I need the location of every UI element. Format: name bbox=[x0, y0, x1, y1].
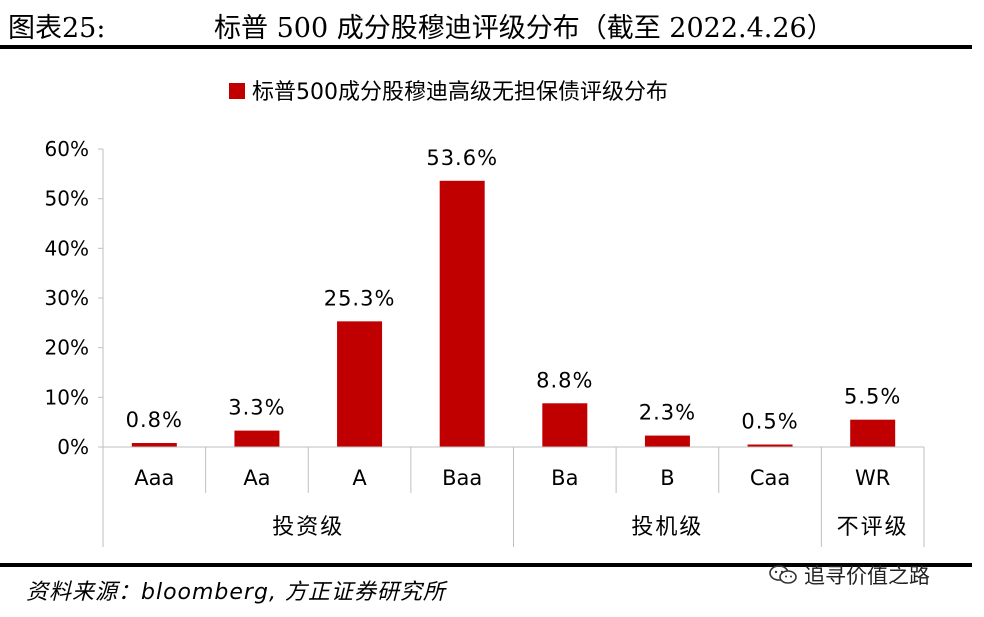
bar bbox=[644, 435, 690, 447]
category-label: Aa bbox=[243, 466, 270, 490]
data-label: 53.6% bbox=[426, 146, 498, 170]
watermark-text: 追寻价值之路 bbox=[804, 564, 930, 588]
data-label: 25.3% bbox=[324, 286, 396, 310]
y-axis: 0% 10% 20% 30% 40% 50% 60% bbox=[45, 137, 104, 459]
data-label: 3.3% bbox=[228, 396, 285, 420]
legend-swatch bbox=[229, 83, 245, 99]
category-label: Baa bbox=[442, 466, 482, 490]
y-tick-label: 60% bbox=[45, 137, 89, 161]
watermark: 追寻价值之路 bbox=[768, 560, 930, 590]
legend: 标普500成分股穆迪高级无担保债评级分布 bbox=[229, 80, 668, 105]
data-label: 0.5% bbox=[741, 410, 798, 434]
figure-title: 标普 500 成分股穆迪评级分布（截至 2022.4.26） bbox=[214, 13, 834, 44]
y-tick-label: 20% bbox=[45, 336, 89, 360]
bar bbox=[542, 403, 588, 447]
data-label: 5.5% bbox=[844, 385, 901, 409]
category-label: B bbox=[660, 466, 674, 490]
group-label: 投机级 bbox=[631, 515, 703, 540]
category-label: Aaa bbox=[134, 466, 174, 490]
x-axis: Aaa Aa A Baa Ba B Caa WR 投资级 投机级 不评级 bbox=[102, 446, 925, 547]
bar-chart: 标普500成分股穆迪高级无担保债评级分布 0% 10% 20% 30% 40% 50% 60… bbox=[45, 80, 925, 547]
header-rule bbox=[0, 45, 972, 49]
group-label: 不评级 bbox=[837, 515, 909, 540]
category-label: WR bbox=[855, 466, 890, 490]
source-note: 资料来源：bloomberg, 方正证券研究所 bbox=[26, 580, 446, 605]
legend-label: 标普500成分股穆迪高级无担保债评级分布 bbox=[252, 80, 668, 105]
bar bbox=[234, 430, 280, 447]
bars: 0.8% 3.3% 25.3% 53.6% 8.8% 2.3% 0.5% 5.5% bbox=[126, 146, 901, 447]
bar bbox=[439, 180, 485, 447]
y-tick-label: 0% bbox=[57, 435, 89, 459]
y-tick-label: 10% bbox=[45, 385, 89, 409]
y-tick-label: 30% bbox=[45, 286, 89, 310]
data-label: 2.3% bbox=[639, 401, 696, 425]
bar bbox=[850, 419, 896, 447]
figure-label: 图表25: bbox=[8, 13, 106, 44]
figure-header: 图表25: 标普 500 成分股穆迪评级分布（截至 2022.4.26） bbox=[0, 0, 984, 50]
footer-rule bbox=[0, 563, 972, 567]
category-label: Ba bbox=[551, 466, 578, 490]
y-tick-label: 50% bbox=[45, 187, 89, 211]
category-label: Caa bbox=[750, 466, 790, 490]
group-label: 投资级 bbox=[272, 515, 344, 540]
bar bbox=[747, 444, 793, 447]
y-tick-label: 40% bbox=[45, 236, 89, 260]
bar bbox=[337, 321, 383, 447]
data-label: 0.8% bbox=[126, 408, 183, 432]
data-label: 8.8% bbox=[536, 368, 593, 392]
bar bbox=[131, 443, 177, 447]
wechat-icon bbox=[769, 565, 797, 584]
category-label: A bbox=[352, 466, 367, 490]
